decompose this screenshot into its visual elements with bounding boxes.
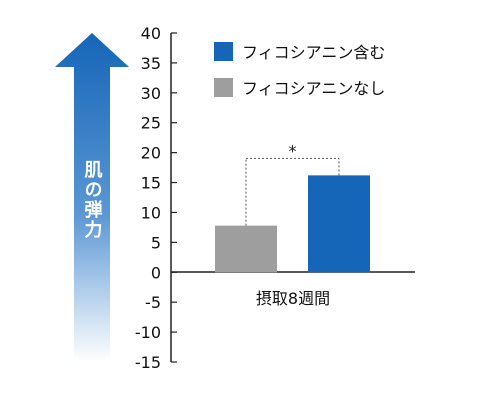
y-tick-label: 5 xyxy=(151,233,161,252)
legend-label-with: フィコシアニン含む xyxy=(242,43,385,62)
x-category-label: 摂取8週間 xyxy=(256,289,330,308)
legend-swatch-without xyxy=(214,78,233,97)
legend-swatch-with xyxy=(214,42,233,61)
bar-without-phycocyanin xyxy=(215,225,277,273)
y-axis-label: 肌の弾力 xyxy=(82,160,103,240)
y-tick-label: 40 xyxy=(141,24,161,43)
y-tick-label: 35 xyxy=(141,54,161,73)
y-tick-label: 0 xyxy=(151,263,161,282)
y-tick-group: 40 35 30 25 20 15 10 5 0 -5 -10 -15 xyxy=(135,24,177,372)
legend-label-without: フィコシアニンなし xyxy=(242,79,385,98)
y-axis-arrow xyxy=(55,33,129,362)
bar-group xyxy=(215,175,370,273)
significance-star: * xyxy=(289,141,297,160)
y-tick-label: 20 xyxy=(141,144,161,163)
bar-with-phycocyanin xyxy=(308,175,370,273)
y-tick-label: 25 xyxy=(141,114,161,133)
y-tick-label: -5 xyxy=(145,293,161,312)
y-tick-label: -15 xyxy=(135,353,161,372)
y-tick-label: 15 xyxy=(141,174,161,193)
y-tick-label: 10 xyxy=(141,203,161,222)
legend: フィコシアニン含む フィコシアニンなし xyxy=(214,42,385,98)
significance-bracket: * xyxy=(245,141,340,226)
y-tick-label: 30 xyxy=(141,84,161,103)
y-tick-label: -10 xyxy=(135,323,161,342)
